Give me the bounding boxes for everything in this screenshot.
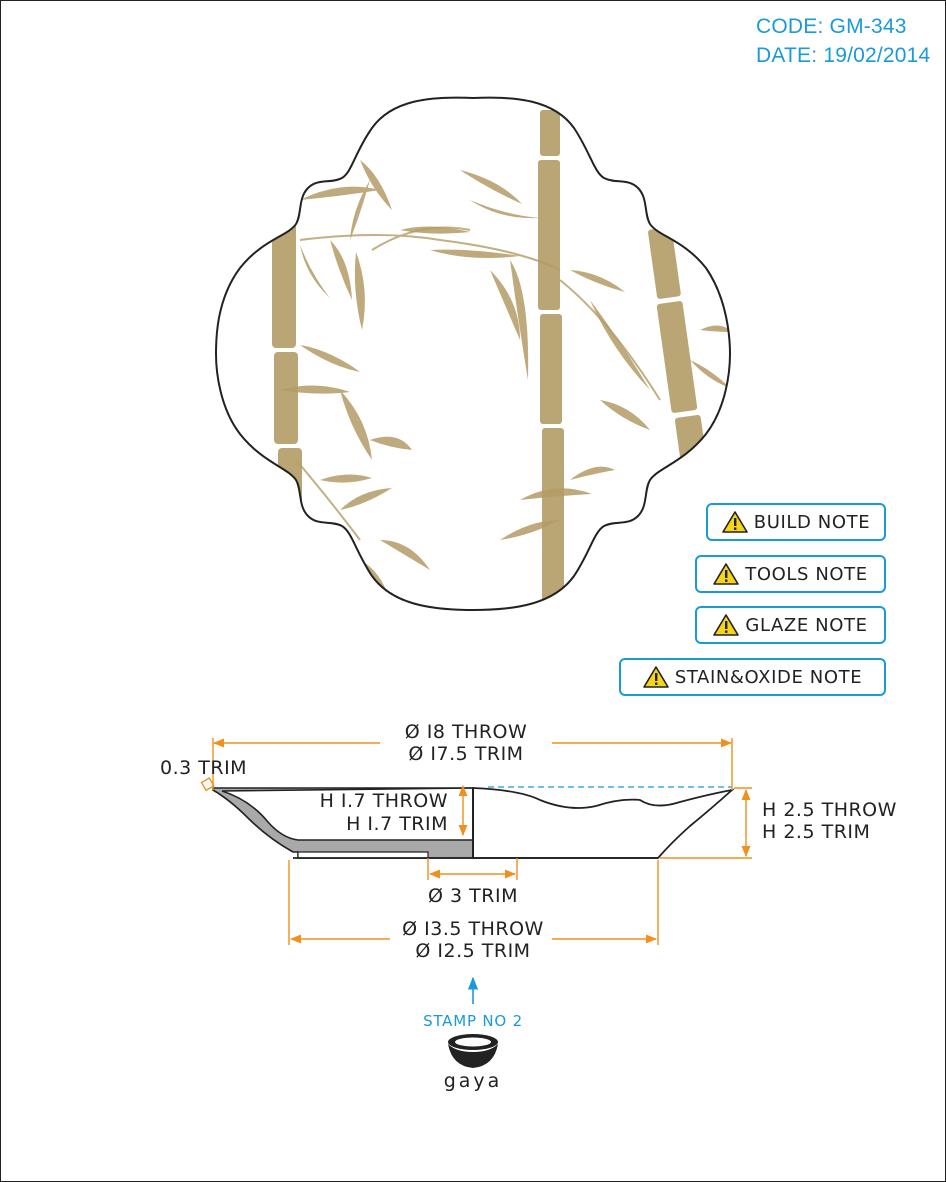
warning-icon bbox=[721, 511, 748, 533]
overall-throw-label: Ø I8 THROW bbox=[405, 721, 528, 743]
height-throw-label: H 2.5 THROW bbox=[762, 799, 897, 821]
stain-oxide-note-button[interactable]: STAIN&OXIDE NOTE bbox=[619, 658, 886, 696]
tools-note-label: TOOLS NOTE bbox=[745, 563, 868, 585]
warning-icon bbox=[713, 563, 740, 585]
glaze-note-label: GLAZE NOTE bbox=[745, 614, 868, 636]
section-right-profile bbox=[472, 787, 735, 859]
plate-top-view bbox=[215, 96, 731, 612]
brand-name: gaya bbox=[443, 1070, 503, 1092]
overall-trim-label: Ø I7.5 TRIM bbox=[408, 743, 523, 765]
product-code: CODE: GM-343 bbox=[756, 15, 907, 38]
tools-note-button[interactable]: TOOLS NOTE bbox=[695, 555, 886, 593]
section-inner-surface bbox=[221, 787, 474, 841]
section-view: Ø I8 THROW Ø I7.5 TRIM 0.3 TRIM H I.7 TH… bbox=[160, 721, 897, 1004]
stain-oxide-note-label: STAIN&OXIDE NOTE bbox=[674, 666, 863, 688]
header-meta: CODE: GM-343 DATE: 19/02/2014 bbox=[756, 12, 930, 70]
gaya-logo-icon bbox=[448, 1034, 498, 1068]
bamboo-painting bbox=[272, 110, 730, 608]
foot-trim-label: Ø I2.5 TRIM bbox=[415, 940, 530, 962]
glaze-note-button[interactable]: GLAZE NOTE bbox=[695, 606, 886, 644]
inner-height-trim-label: H I.7 TRIM bbox=[346, 813, 448, 835]
foot-throw-label: Ø I3.5 THROW bbox=[402, 918, 544, 940]
stamp-label: STAMP NO 2 bbox=[423, 1012, 523, 1030]
height-trim-label: H 2.5 TRIM bbox=[762, 821, 870, 843]
center-trim-label: Ø 3 TRIM bbox=[428, 885, 518, 907]
build-note-label: BUILD NOTE bbox=[753, 511, 871, 533]
drawing-date: DATE: 19/02/2014 bbox=[756, 44, 931, 67]
build-note-button[interactable]: BUILD NOTE bbox=[706, 503, 886, 541]
rim-trim-label: 0.3 TRIM bbox=[160, 757, 247, 779]
warning-icon bbox=[643, 666, 669, 688]
inner-height-throw-label: H I.7 THROW bbox=[320, 790, 448, 812]
warning-icon bbox=[713, 614, 740, 636]
